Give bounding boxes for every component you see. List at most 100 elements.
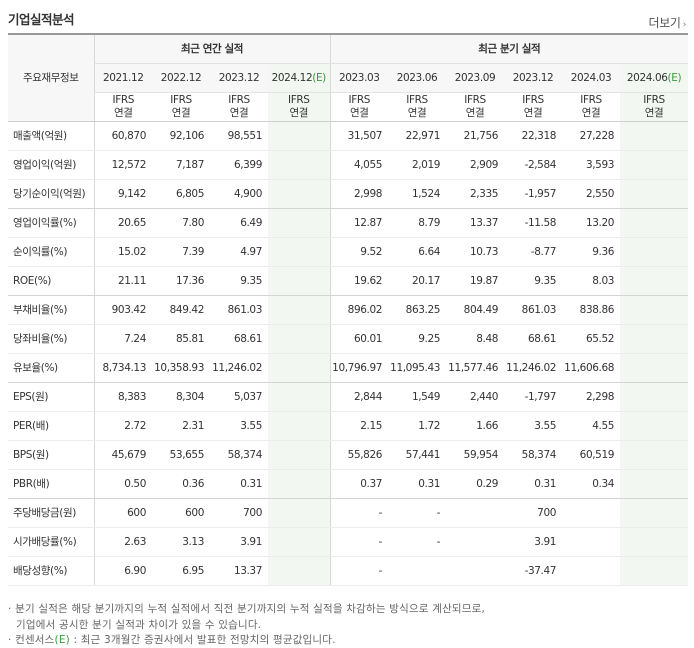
value-cell: 8.48 xyxy=(446,324,505,354)
corner-label: 주요재무정보 xyxy=(8,34,94,122)
value-cell: 45,679 xyxy=(93,440,152,470)
basis-header: IFRS 연결 xyxy=(210,92,268,122)
row-label[interactable]: 시가배당률(%) xyxy=(8,527,94,557)
table-row: PBR(배) 0.50 0.36 0.31 0.37 0.31 0.29 0.31 0.34 xyxy=(8,469,689,499)
table-row: 주당배당금(원) 600 600 700- -700 xyxy=(8,498,689,528)
value-cell: 60,870 xyxy=(93,121,152,151)
row-label[interactable]: EPS(원) xyxy=(8,382,94,412)
basis-header: IFRS 연결 xyxy=(93,92,152,122)
row-label[interactable]: 영업이익(억원) xyxy=(8,150,94,180)
value-cell: 3.91 xyxy=(210,527,268,557)
value-cell: 21.11 xyxy=(93,266,152,296)
value-cell: 1.66 xyxy=(446,411,505,441)
basis-scope: 연결 xyxy=(523,106,543,119)
value-cell: 8.03 xyxy=(562,266,621,296)
value-cell: 6.64 xyxy=(388,237,447,267)
value-cell xyxy=(562,527,621,557)
financial-table: 주요재무정보 최근 연간 실적 최근 분기 실적 2021.12 2022.12 2023… xyxy=(8,33,689,586)
value-cell: 0.34 xyxy=(562,469,621,499)
value-cell: 68.61 xyxy=(504,324,563,354)
row-label[interactable]: 매출액(억원) xyxy=(8,121,94,151)
row-label[interactable]: BPS(원) xyxy=(8,440,94,470)
value-cell xyxy=(562,556,621,586)
value-cell: 0.31 xyxy=(210,469,268,499)
table-row: BPS(원) 45,679 53,655 58,374 55,826 57,441 59,9… xyxy=(8,440,689,470)
period-header: 2023.09 xyxy=(446,63,505,93)
value-cell: 4,055 xyxy=(329,150,389,180)
basis-scope: 연결 xyxy=(171,106,191,119)
value-cell: 0.37 xyxy=(329,469,389,499)
row-label[interactable]: 영업이익률(%) xyxy=(8,208,94,238)
value-cell: 2,019 xyxy=(388,150,447,180)
value-cell: 10,358.93 xyxy=(152,353,210,383)
table-row: 영업이익(억원) 12,572 7,187 6,399 4,055 2,019 2,909-… xyxy=(8,150,689,180)
period-header: 2024.12(E) xyxy=(268,63,331,93)
value-cell: 10.73 xyxy=(446,237,505,267)
table-row: 배당성향(%) 6.90 6.95 13.37 - -37.47 xyxy=(8,556,689,586)
value-cell: -1,797 xyxy=(504,382,563,412)
row-label[interactable]: 당기순이익(억원) xyxy=(8,179,94,209)
footnote-consensus: · 컨센서스(E) : 최근 3개월간 증권사에서 발표한 전망치의 평균값입니… xyxy=(8,634,336,646)
value-cell xyxy=(446,498,505,528)
value-cell: 863.25 xyxy=(388,295,447,325)
basis-scope: 연결 xyxy=(581,106,601,119)
value-cell: 9.36 xyxy=(562,237,621,267)
basis-header: IFRS 연결 xyxy=(268,92,331,122)
value-cell: 6.49 xyxy=(210,208,268,238)
value-cell: -1,957 xyxy=(504,179,563,209)
section-title: 기업실적분석 xyxy=(8,12,75,27)
value-cell xyxy=(388,556,447,586)
basis-standard: IFRS xyxy=(522,93,544,106)
value-cell: 861.03 xyxy=(504,295,563,325)
value-cell xyxy=(446,556,505,586)
value-cell: 12.87 xyxy=(329,208,389,238)
row-label[interactable]: 주당배당금(원) xyxy=(8,498,94,528)
period-header: 2024.03 xyxy=(562,63,621,93)
period-header: 2021.12 xyxy=(93,63,152,93)
row-label[interactable]: 당좌비율(%) xyxy=(8,324,94,354)
period-header: 2023.03 xyxy=(329,63,389,93)
value-cell: 0.50 xyxy=(93,469,152,499)
row-label[interactable]: PBR(배) xyxy=(8,469,94,499)
row-label[interactable]: 부채비율(%) xyxy=(8,295,94,325)
value-cell xyxy=(620,498,689,528)
value-cell: 7.80 xyxy=(152,208,210,238)
value-cell: 903.42 xyxy=(93,295,152,325)
value-cell: 3.91 xyxy=(504,527,563,557)
value-cell xyxy=(268,556,331,586)
row-label[interactable]: 유보율(%) xyxy=(8,353,94,383)
row-label[interactable]: ROE(%) xyxy=(8,266,94,296)
row-label[interactable]: PER(배) xyxy=(8,411,94,441)
value-cell: 6,399 xyxy=(210,150,268,180)
value-cell: 7,187 xyxy=(152,150,210,180)
chevron-right-icon: › xyxy=(682,20,687,30)
value-cell: 700 xyxy=(210,498,268,528)
value-cell: 13.20 xyxy=(562,208,621,238)
value-cell: 13.37 xyxy=(210,556,268,586)
value-cell: 600 xyxy=(152,498,210,528)
value-cell: 2,998 xyxy=(329,179,389,209)
value-cell: 838.86 xyxy=(562,295,621,325)
basis-standard: IFRS xyxy=(112,93,135,106)
basis-scope: 연결 xyxy=(644,106,664,119)
period-label: 2024.03 xyxy=(570,71,612,84)
value-cell xyxy=(620,469,689,499)
more-link[interactable]: 더보기 › xyxy=(648,14,686,31)
footnote-consensus-prefix: 컨센서스 xyxy=(15,634,55,646)
value-cell: 59,954 xyxy=(446,440,505,470)
value-cell xyxy=(268,179,331,209)
value-cell: 57,441 xyxy=(388,440,447,470)
period-label: 2022.12 xyxy=(160,71,202,84)
value-cell: 7.24 xyxy=(93,324,152,354)
value-cell xyxy=(268,150,331,180)
row-label[interactable]: 배당성향(%) xyxy=(8,556,94,586)
value-cell: 2.63 xyxy=(93,527,152,557)
more-label: 더보기 xyxy=(648,16,681,30)
period-label: 2023.06 xyxy=(396,71,438,84)
footnote-quarterly-line1: 분기 실적은 해당 분기까지의 누적 실적에서 직전 분기까지의 누적 실적을 … xyxy=(15,603,486,615)
value-cell: 2,550 xyxy=(562,179,621,209)
row-label[interactable]: 순이익률(%) xyxy=(8,237,94,267)
value-cell xyxy=(268,469,331,499)
value-cell: 2.15 xyxy=(329,411,389,441)
value-cell: 0.29 xyxy=(446,469,505,499)
